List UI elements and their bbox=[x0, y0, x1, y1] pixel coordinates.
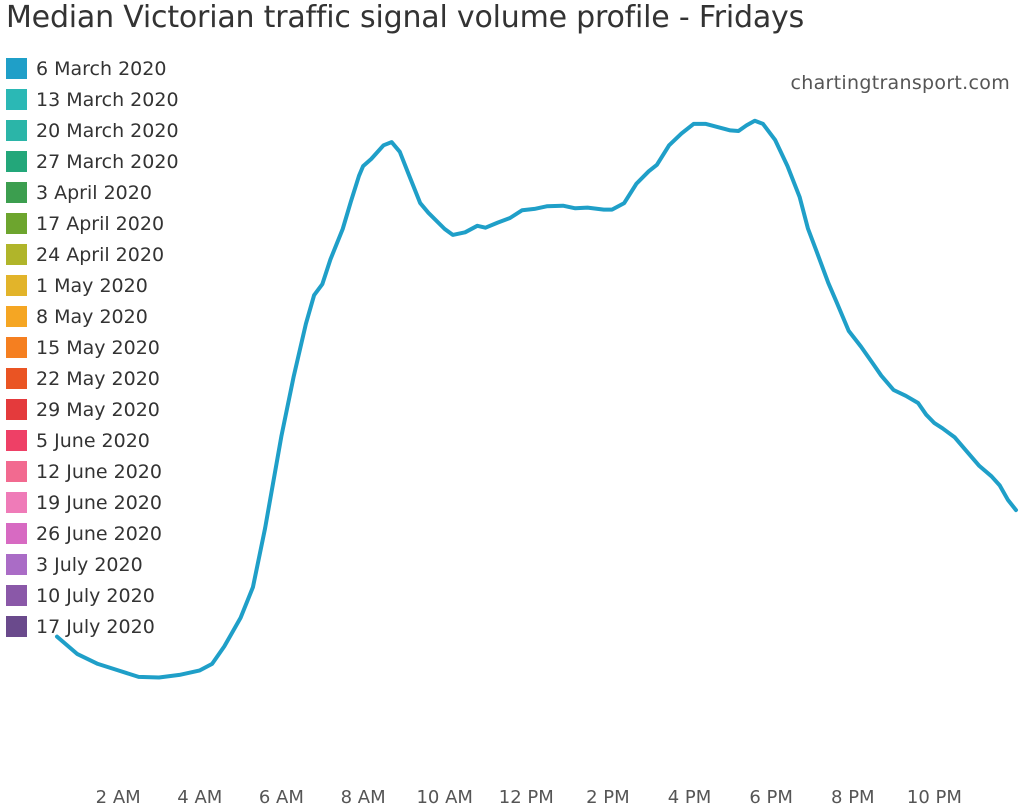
legend-item[interactable]: 15 May 2020 bbox=[6, 332, 179, 363]
x-tick-label: 8 AM bbox=[341, 787, 386, 808]
x-axis: 2 AM 4 AM 6 AM 8 AM 10 AM 12 PM 2 PM 4 PM 6 PM 8 … bbox=[96, 787, 962, 808]
legend-swatch bbox=[6, 151, 27, 172]
legend-swatch bbox=[6, 182, 27, 203]
legend-swatch bbox=[6, 58, 27, 79]
legend-swatch bbox=[6, 89, 27, 110]
x-tick-label: 2 AM bbox=[96, 787, 141, 808]
x-tick-label: 4 AM bbox=[177, 787, 222, 808]
legend-swatch bbox=[6, 120, 27, 141]
legend-label: 3 July 2020 bbox=[36, 553, 143, 576]
legend-label: 24 April 2020 bbox=[36, 243, 165, 266]
legend-item[interactable]: 3 July 2020 bbox=[6, 549, 179, 580]
legend-swatch bbox=[6, 337, 27, 358]
legend-swatch bbox=[6, 275, 27, 296]
x-tick-label: 2 PM bbox=[586, 787, 630, 808]
x-tick-label: 10 PM bbox=[907, 787, 962, 808]
legend-item[interactable]: 17 July 2020 bbox=[6, 611, 179, 642]
series-line bbox=[55, 118, 1018, 680]
legend-label: 20 March 2020 bbox=[36, 119, 179, 142]
x-tick-label: 6 AM bbox=[259, 787, 304, 808]
x-tick-label: 10 AM bbox=[416, 787, 472, 808]
legend-swatch bbox=[6, 616, 27, 637]
legend-label: 15 May 2020 bbox=[36, 336, 160, 359]
legend-label: 13 March 2020 bbox=[36, 88, 179, 111]
legend-swatch bbox=[6, 306, 27, 327]
legend-item[interactable]: 17 April 2020 bbox=[6, 208, 179, 239]
legend-item[interactable]: 22 May 2020 bbox=[6, 363, 179, 394]
legend-item[interactable]: 5 June 2020 bbox=[6, 425, 179, 456]
legend-swatch bbox=[6, 244, 27, 265]
legend-item[interactable]: 24 April 2020 bbox=[6, 239, 179, 270]
legend-swatch bbox=[6, 554, 27, 575]
legend-label: 17 July 2020 bbox=[36, 615, 155, 638]
legend-swatch bbox=[6, 492, 27, 513]
legend-label: 1 May 2020 bbox=[36, 274, 148, 297]
legend-label: 8 May 2020 bbox=[36, 305, 148, 328]
legend-label: 17 April 2020 bbox=[36, 212, 165, 235]
legend-label: 5 June 2020 bbox=[36, 429, 150, 452]
legend-item[interactable]: 29 May 2020 bbox=[6, 394, 179, 425]
legend-item[interactable]: 8 May 2020 bbox=[6, 301, 179, 332]
legend-item[interactable]: 20 March 2020 bbox=[6, 115, 179, 146]
x-tick-label: 4 PM bbox=[668, 787, 712, 808]
legend-label: 27 March 2020 bbox=[36, 150, 179, 173]
legend-item[interactable]: 12 June 2020 bbox=[6, 456, 179, 487]
chart-title: Median Victorian traffic signal volume p… bbox=[6, 0, 804, 35]
legend-label: 19 June 2020 bbox=[36, 491, 162, 514]
legend-item[interactable]: 6 March 2020 bbox=[6, 53, 179, 84]
legend-label: 10 July 2020 bbox=[36, 584, 155, 607]
x-tick-label: 8 PM bbox=[831, 787, 875, 808]
legend-label: 3 April 2020 bbox=[36, 181, 152, 204]
legend-label: 22 May 2020 bbox=[36, 367, 160, 390]
series-layer bbox=[55, 118, 1018, 680]
legend-swatch bbox=[6, 585, 27, 606]
x-tick-label: 12 PM bbox=[499, 787, 554, 808]
legend-item[interactable]: 27 March 2020 bbox=[6, 146, 179, 177]
watermark: chartingtransport.com bbox=[790, 72, 1010, 94]
legend-item[interactable]: 19 June 2020 bbox=[6, 487, 179, 518]
legend-item[interactable]: 1 May 2020 bbox=[6, 270, 179, 301]
legend-swatch bbox=[6, 461, 27, 482]
legend-swatch bbox=[6, 430, 27, 451]
legend-label: 29 May 2020 bbox=[36, 398, 160, 421]
legend-item[interactable]: 10 July 2020 bbox=[6, 580, 179, 611]
legend-swatch bbox=[6, 399, 27, 420]
legend: 6 March 2020 13 March 2020 20 March 2020 27… bbox=[6, 53, 179, 642]
legend-label: 6 March 2020 bbox=[36, 57, 167, 80]
legend-item[interactable]: 13 March 2020 bbox=[6, 84, 179, 115]
x-tick-label: 6 PM bbox=[749, 787, 793, 808]
legend-swatch bbox=[6, 213, 27, 234]
legend-item[interactable]: 26 June 2020 bbox=[6, 518, 179, 549]
legend-label: 12 June 2020 bbox=[36, 460, 162, 483]
legend-swatch bbox=[6, 368, 27, 389]
legend-item[interactable]: 3 April 2020 bbox=[6, 177, 179, 208]
legend-swatch bbox=[6, 523, 27, 544]
legend-label: 26 June 2020 bbox=[36, 522, 162, 545]
